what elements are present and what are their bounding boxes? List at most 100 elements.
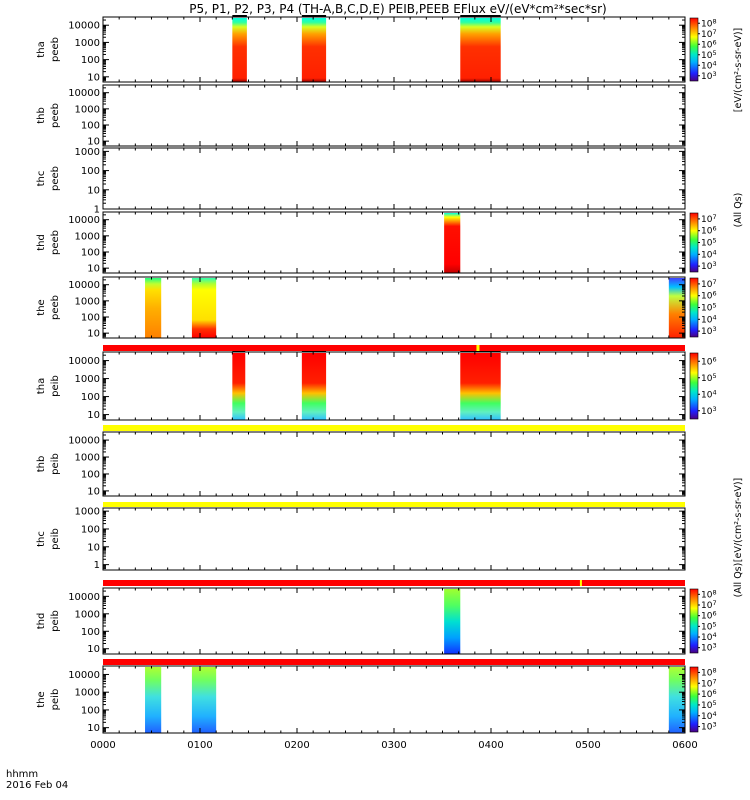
x-tick-label: 0600 <box>672 740 697 751</box>
panel-probe-label: the <box>36 299 47 315</box>
panel: 1 10 100 1000 thc peib <box>36 507 686 571</box>
panel-product-label: peeb <box>50 230 61 255</box>
panel-probe-label: thc <box>36 531 47 547</box>
panel: 10 100 1000 10000 thb peib <box>36 431 686 497</box>
spectrogram-block <box>460 18 501 82</box>
panel-probe-label: thd <box>36 613 47 630</box>
y-tick-label: 1000 <box>75 104 100 115</box>
colorbar-tick-label: 107 <box>701 278 717 290</box>
stripes-layer <box>103 345 685 665</box>
y-tick-label: 100 <box>81 392 100 403</box>
y-tick-label: 100 <box>81 120 100 131</box>
panel-product-label: peib <box>50 689 61 711</box>
panel: 10 100 1000 10000 the peeb <box>36 276 686 340</box>
colorbar-tick-label: 106 <box>701 225 717 237</box>
colorbar-tick-label: 107 <box>701 28 717 40</box>
x-tick-label: 0500 <box>575 740 600 751</box>
panel-probe-label: tha <box>36 41 47 57</box>
spectrogram-block <box>668 278 685 338</box>
colorbar <box>689 277 699 338</box>
colorbar-tick-label: 103 <box>701 642 717 654</box>
spectrogram-block <box>301 353 327 420</box>
panel-probe-label: thb <box>36 107 47 124</box>
colorbar-tick-label: 105 <box>701 302 717 314</box>
y-tick-label: 10 <box>87 72 100 83</box>
colorbar-tick-label: 108 <box>701 666 717 678</box>
colorbar-units-lower: [eV/(cm²-s-sr-eV)] <box>733 478 744 562</box>
panel-probe-label: the <box>36 691 47 707</box>
panel-product-label: peib <box>50 528 61 550</box>
spectrogram-block <box>145 667 162 733</box>
panel-probe-label: tha <box>36 378 47 394</box>
panel-product-label: peeb <box>50 295 61 320</box>
panel-frame <box>102 84 686 147</box>
panel-product-label: peib <box>50 610 61 632</box>
y-tick-label: 1000 <box>75 507 100 518</box>
colorbar-tick-label: 103 <box>701 260 717 272</box>
panel-frame <box>102 211 686 274</box>
colorbar <box>689 588 699 654</box>
colorbar <box>689 17 699 82</box>
y-tick-label: 100 <box>81 469 100 480</box>
colorbar-tick-label: 104 <box>701 248 717 260</box>
y-tick-label: 100 <box>81 247 100 258</box>
x-tick-label: 0000 <box>90 740 115 751</box>
colorbar-tick-label: 104 <box>701 59 717 71</box>
panel: 10 100 1000 10000 thd peeb <box>36 211 686 275</box>
x-axis-date-label: 2016 Feb 04 <box>6 780 68 791</box>
panel-probe-label: thb <box>36 456 47 473</box>
panel-product-label: peeb <box>50 103 61 128</box>
divider-stripe <box>103 659 685 665</box>
panel-probe-label: thc <box>36 171 47 187</box>
colorbar-tick-label: 105 <box>701 620 717 632</box>
spectrogram-block <box>191 667 217 733</box>
y-tick-label: 10000 <box>68 356 100 367</box>
panel: 10 100 1000 10000 thb peeb <box>36 84 686 148</box>
colorbar-tick-label: 103 <box>701 325 717 337</box>
panel-frame <box>102 507 686 571</box>
colorbar <box>689 666 699 733</box>
y-tick-label: 1000 <box>75 296 100 307</box>
y-tick-label: 10000 <box>68 670 100 681</box>
panel-frame <box>102 431 686 497</box>
panel-frame <box>102 587 686 655</box>
colorbar <box>689 352 699 420</box>
data-marker <box>301 15 327 17</box>
y-tick-label: 10000 <box>68 592 100 603</box>
spectrogram-block <box>191 278 217 338</box>
y-tick-label: 10 <box>87 486 100 497</box>
panel-probe-label: thd <box>36 234 47 251</box>
colorbar-tick-label: 107 <box>701 213 717 225</box>
colorbar-tick-label: 104 <box>701 631 717 643</box>
panel-frame <box>102 16 686 83</box>
spectrogram-block <box>232 353 246 420</box>
x-axis: 0000 0100 0200 0300 0400 0500 0600 <box>90 740 697 751</box>
colorbar-units-upper: [eV/(cm²-s-sr-eV)] <box>733 28 744 112</box>
spectrogram-block <box>668 667 685 733</box>
colorbar-tick-label: 108 <box>701 588 717 600</box>
panel: 10 100 1000 10000 the peib <box>36 665 686 734</box>
spectrogram-block <box>145 278 162 338</box>
colorbars-layer: 1031041051061071081031041051061071031041… <box>689 17 717 733</box>
y-tick-label: 10 <box>87 137 100 148</box>
colorbar-tick-label: 104 <box>701 710 717 722</box>
data-marker <box>232 15 247 17</box>
y-tick-label: 1000 <box>75 374 100 385</box>
y-tick-label: 10 <box>87 644 100 655</box>
divider-stripe <box>103 345 685 351</box>
y-tick-label: 1000 <box>75 231 100 242</box>
colorbar-tick-label: 108 <box>701 17 717 29</box>
y-tick-label: 10000 <box>68 215 100 226</box>
y-tick-label: 10000 <box>68 436 100 447</box>
colorbar-tick-label: 106 <box>701 610 717 622</box>
panel-product-label: peeb <box>50 37 61 62</box>
chart-title: P5, P1, P2, P3, P4 (TH-A,B,C,D,E) PEIB,P… <box>189 2 606 16</box>
y-tick-label: 1 <box>94 205 100 216</box>
y-tick-label: 100 <box>81 312 100 323</box>
y-tick-label: 100 <box>81 627 100 638</box>
panel-product-label: peeb <box>50 166 61 191</box>
divider-stripe <box>103 580 685 586</box>
y-tick-label: 10 <box>87 542 100 553</box>
